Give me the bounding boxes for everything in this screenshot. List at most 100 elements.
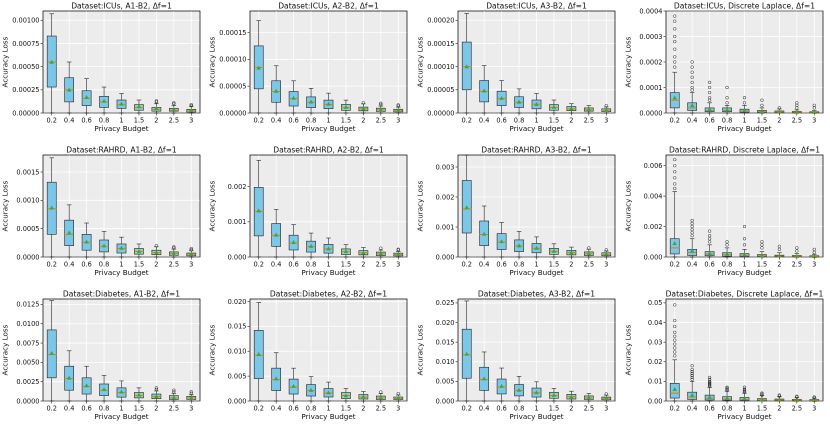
outlier-point <box>604 392 608 396</box>
x-tick-label: 0.8 <box>514 405 525 413</box>
y-axis-label: Accuracy Loss <box>208 324 217 375</box>
x-tick-label: 1 <box>742 405 746 413</box>
chart-svg: 0.000 0.001 0.002 0.003 0.2 0.4 0.6 0.8 1 1.5 2 2.5… <box>416 146 616 277</box>
mean-marker <box>707 106 712 111</box>
outlier-point <box>725 96 729 100</box>
outlier-point <box>379 102 383 107</box>
outlier-point <box>673 334 677 338</box>
y-axis-label: Accuracy Loss <box>416 180 425 231</box>
x-tick-label: 0.2 <box>669 405 680 413</box>
box-2 <box>358 247 369 258</box>
x-tick-label: 1 <box>119 261 123 269</box>
chart-title: Dataset:Diabetes, A3-B2, Δf=1 <box>478 290 595 299</box>
y-axis-label: Accuracy Loss <box>1 324 10 375</box>
chart-panel: 0.0000 0.0005 0.0010 0.0015 0.2 0.4 0.6 0.8 1 1.5… <box>0 144 207 288</box>
box-0.8 <box>514 88 524 114</box>
mean-marker <box>777 109 782 114</box>
y-tick-label: 0.0010 <box>16 197 39 205</box>
mean-marker <box>742 108 747 113</box>
box-3 <box>809 395 820 402</box>
x-tick-label: 2 <box>777 117 781 125</box>
x-tick-label: 1 <box>534 117 538 125</box>
outlier-point <box>189 390 193 394</box>
box-1 <box>116 236 127 258</box>
outlier-point <box>707 229 712 233</box>
y-axis-label: Accuracy Loss <box>1 180 10 231</box>
outlier-point <box>690 75 694 79</box>
x-tick-label: 0.6 <box>81 405 92 413</box>
y-tick-label: 0.025 <box>436 299 455 307</box>
mean-marker <box>171 107 177 112</box>
box-1.5 <box>134 387 144 402</box>
mean-marker <box>586 251 592 256</box>
x-tick-label: 3 <box>189 261 193 269</box>
y-tick-label: 0.0050 <box>16 359 39 367</box>
mean-marker <box>464 205 469 210</box>
outlier-point <box>760 103 764 107</box>
outlier-point <box>707 375 712 380</box>
box-2 <box>566 103 577 114</box>
x-tick-label: 1.5 <box>134 405 145 413</box>
mean-marker <box>551 104 557 109</box>
x-axis-label: Privacy Budget <box>717 412 771 421</box>
chart-panel: 0.0000 0.0001 0.0002 0.0003 0.0004 0.2 0.4 0.6 0… <box>623 0 830 144</box>
mean-marker <box>189 395 194 400</box>
outlier-point <box>690 373 694 378</box>
box-1 <box>323 237 334 258</box>
box-0.4 <box>271 352 282 402</box>
x-tick-label: 0.6 <box>704 405 715 413</box>
mean-marker <box>569 250 574 255</box>
y-tick-label: 0.00025 <box>12 86 39 94</box>
x-tick-label: 0.6 <box>704 117 715 125</box>
outlier-point <box>690 65 694 69</box>
x-tick-label: 2.5 <box>584 261 595 269</box>
x-tick-label: 0.6 <box>704 261 715 269</box>
box-1 <box>116 93 127 114</box>
y-tick-label: 0.00010 <box>219 56 246 64</box>
x-axis-label: Privacy Budget <box>94 268 148 277</box>
outlier-point <box>690 218 694 223</box>
box-0.6 <box>496 80 507 114</box>
y-tick-label: 0.00000 <box>427 109 454 117</box>
y-axis-label: Accuracy Loss <box>416 324 425 375</box>
outlier-point <box>673 27 677 31</box>
outlier-point <box>812 103 816 107</box>
x-tick-label: 0.8 <box>514 261 525 269</box>
box-0.8 <box>99 231 109 258</box>
x-tick-label: 0.8 <box>306 405 317 413</box>
outlier-point <box>154 386 159 390</box>
mean-marker <box>273 376 279 381</box>
x-tick-label: 3 <box>396 261 400 269</box>
mean-marker <box>291 240 296 244</box>
y-tick-label: 0.00005 <box>219 82 246 90</box>
outlier-point <box>725 386 729 390</box>
y-tick-label: 0.0001 <box>639 84 662 92</box>
x-tick-label: 0.6 <box>81 261 92 269</box>
box-1 <box>739 224 750 258</box>
outlier-point <box>172 245 176 249</box>
outlier-point <box>760 391 764 395</box>
x-axis-label: Privacy Budget <box>301 268 355 277</box>
x-tick-label: 0.2 <box>669 261 680 269</box>
mean-marker <box>84 95 89 99</box>
outlier-point <box>690 371 694 376</box>
x-axis-label: Privacy Budget <box>94 412 148 421</box>
box-0.4 <box>687 218 698 258</box>
box-1.5 <box>341 388 351 402</box>
y-tick-label: 0.02 <box>648 358 663 366</box>
box-2 <box>774 244 785 258</box>
box-0.4 <box>687 364 698 402</box>
mean-marker <box>516 243 522 248</box>
mean-marker <box>273 88 279 93</box>
outlier-point <box>795 101 799 105</box>
outlier-point <box>707 381 712 385</box>
x-tick-label: 3 <box>604 117 608 125</box>
mean-marker <box>308 387 314 392</box>
mean-marker <box>66 375 72 380</box>
box-1.5 <box>549 243 559 258</box>
y-tick-label: 0.020 <box>228 298 247 306</box>
mean-marker <box>481 231 487 236</box>
mean-marker <box>396 395 401 400</box>
chart-title: Dataset:Diabetes, A1-B2, Δf=1 <box>63 290 180 299</box>
x-tick-label: 0.4 <box>271 261 282 269</box>
